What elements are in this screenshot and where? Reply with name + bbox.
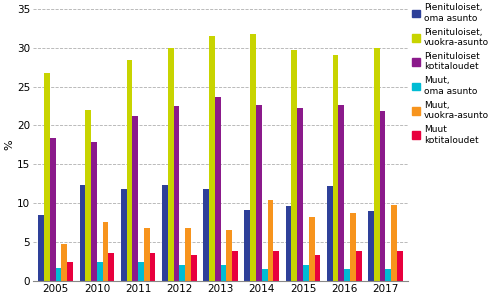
- Bar: [226, 230, 232, 281]
- Bar: [245, 210, 250, 281]
- Bar: [67, 262, 73, 281]
- Y-axis label: %: %: [4, 139, 14, 150]
- Bar: [168, 48, 174, 281]
- Bar: [291, 50, 297, 281]
- Bar: [179, 266, 185, 281]
- Bar: [344, 268, 350, 281]
- Bar: [50, 138, 56, 281]
- Bar: [38, 215, 44, 281]
- Bar: [150, 253, 155, 281]
- Bar: [339, 105, 344, 281]
- Bar: [315, 255, 320, 281]
- Bar: [303, 266, 309, 281]
- Bar: [397, 251, 403, 281]
- Bar: [380, 111, 386, 281]
- Bar: [56, 268, 62, 281]
- Bar: [191, 254, 197, 281]
- Bar: [103, 222, 108, 281]
- Bar: [91, 142, 97, 281]
- Bar: [286, 207, 291, 281]
- Bar: [97, 262, 103, 281]
- Bar: [132, 116, 138, 281]
- Bar: [368, 211, 374, 281]
- Bar: [108, 253, 114, 281]
- Bar: [273, 251, 279, 281]
- Bar: [350, 213, 356, 281]
- Bar: [144, 228, 150, 281]
- Bar: [203, 189, 209, 281]
- Bar: [79, 185, 85, 281]
- Bar: [297, 108, 303, 281]
- Bar: [44, 73, 50, 281]
- Bar: [162, 185, 168, 281]
- Bar: [250, 34, 256, 281]
- Bar: [391, 205, 397, 281]
- Bar: [209, 36, 215, 281]
- Bar: [374, 48, 380, 281]
- Bar: [127, 60, 132, 281]
- Bar: [121, 189, 127, 281]
- Bar: [309, 217, 315, 281]
- Bar: [386, 269, 391, 281]
- Bar: [327, 186, 333, 281]
- Bar: [268, 200, 273, 281]
- Bar: [215, 97, 220, 281]
- Bar: [256, 105, 262, 281]
- Bar: [174, 106, 179, 281]
- Bar: [356, 252, 361, 281]
- Bar: [333, 55, 339, 281]
- Bar: [62, 244, 67, 281]
- Bar: [185, 228, 191, 281]
- Bar: [232, 251, 238, 281]
- Bar: [262, 268, 268, 281]
- Bar: [85, 110, 91, 281]
- Legend: Pienituloiset,
oma asunto, Pienituloiset,
vuokra-asunto, Pienituloiset
kotitalou: Pienituloiset, oma asunto, Pienituloiset…: [412, 3, 489, 145]
- Bar: [138, 262, 144, 281]
- Bar: [220, 265, 226, 281]
